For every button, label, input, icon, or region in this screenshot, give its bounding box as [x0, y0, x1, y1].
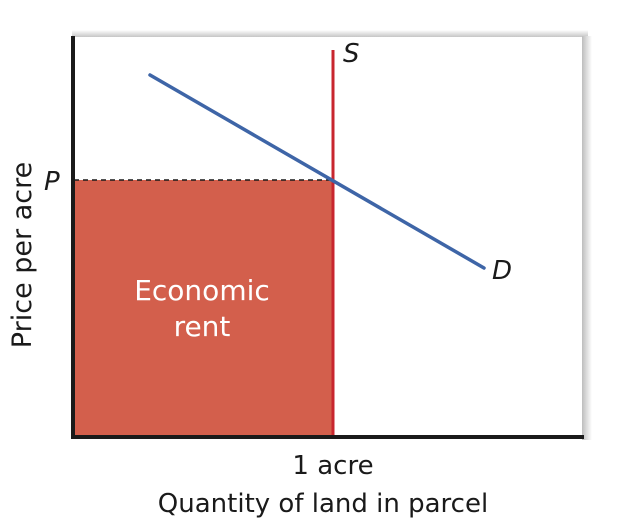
demand-label: D	[492, 256, 512, 286]
x-tick-label: 1 acre	[292, 451, 373, 481]
economic-rent-area	[74, 180, 333, 437]
supply-label: S	[343, 39, 360, 69]
price-tick-label: P	[44, 167, 60, 197]
rent-label-line1: Economic	[134, 274, 270, 307]
panel-right-shadow	[582, 36, 592, 440]
x-axis-title: Quantity of land in parcel	[158, 489, 488, 519]
y-axis-title: Price per acre	[7, 162, 38, 348]
demand-curve	[148, 73, 486, 270]
panel-top-shadow	[72, 30, 588, 38]
rent-label-line2: rent	[174, 310, 231, 343]
